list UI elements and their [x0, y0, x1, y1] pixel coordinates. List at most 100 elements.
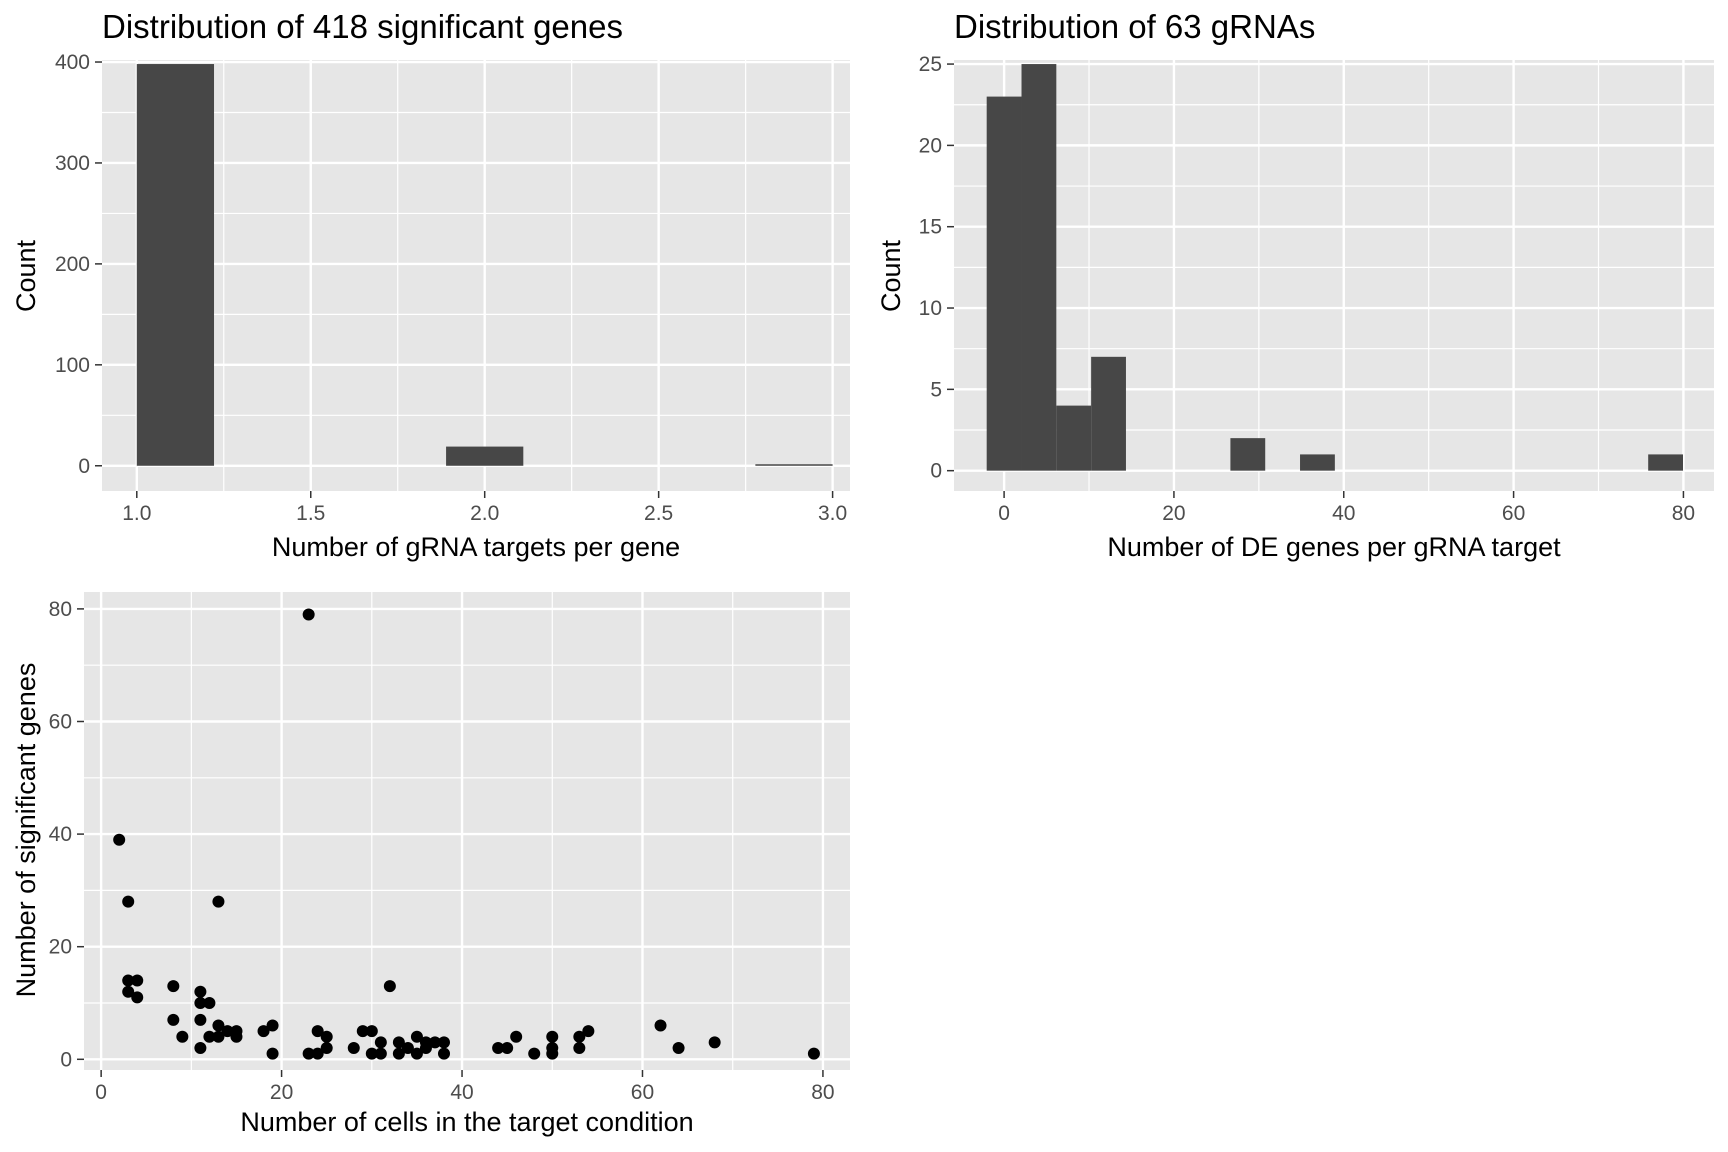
scatter-point: [365, 1025, 378, 1038]
x-tick-label: 80: [1672, 502, 1695, 525]
scatter-point: [167, 980, 180, 993]
scatter-point: [546, 1030, 559, 1043]
y-tick-label: 25: [919, 53, 942, 76]
scatter-point: [374, 1036, 387, 1049]
scatter-point: [257, 1025, 270, 1038]
chart-panel-2: Distribution of 63 gRNAs 0 20 40 60 80 0 5 10 15…: [876, 8, 1714, 562]
chart-1-x-axis-title: Number of gRNA targets per gene: [272, 532, 680, 562]
x-tick-label: 80: [811, 1081, 834, 1104]
scatter-point: [654, 1019, 667, 1032]
scatter-point: [266, 1019, 279, 1032]
scatter-point: [113, 833, 126, 846]
scatter-point: [131, 991, 144, 1004]
scatter-point: [573, 1042, 586, 1055]
scatter-point: [311, 1025, 324, 1038]
scatter-point: [437, 1047, 450, 1060]
chart-1-axis-ticks: 1.0 1.5 2.0 2.5 3.0 0 100 200 300 400: [55, 51, 847, 525]
chart-2-bars: [986, 64, 1684, 471]
y-tick-label: 100: [55, 354, 90, 377]
chart-panel-1: Distribution of 418 significant genes 1.…: [11, 8, 850, 562]
scatter-point: [383, 980, 396, 993]
chart-3-y-axis-title: Number of significant genes: [11, 663, 41, 998]
scatter-point: [176, 1030, 189, 1043]
y-tick-label: 5: [930, 378, 942, 401]
scatter-point: [708, 1036, 721, 1049]
scatter-point: [374, 1047, 387, 1060]
y-tick-label: 20: [919, 134, 942, 157]
scatter-point: [194, 997, 207, 1010]
histogram-bar: [1091, 356, 1126, 471]
histogram-bar: [446, 446, 524, 466]
scatter-point: [230, 1030, 243, 1043]
x-tick-label: 3.0: [818, 502, 847, 525]
chart-3-plot-background: [84, 592, 850, 1070]
y-tick-label: 400: [55, 51, 90, 74]
y-tick-label: 80: [49, 598, 72, 621]
scatter-point: [311, 1047, 324, 1060]
y-tick-label: 0: [78, 455, 90, 478]
histogram-bar: [136, 64, 215, 466]
chart-2-x-axis-title: Number of DE genes per gRNA target: [1107, 532, 1561, 562]
histogram-bar: [1021, 64, 1057, 471]
x-tick-label: 1.0: [122, 502, 151, 525]
scatter-point: [492, 1042, 505, 1055]
chart-3-gridlines: [84, 592, 850, 1070]
scatter-point: [122, 985, 135, 998]
scatter-point: [167, 1013, 180, 1026]
scatter-point: [582, 1025, 595, 1038]
x-tick-label: 0: [998, 502, 1010, 525]
scatter-point: [194, 985, 207, 998]
scatter-point: [122, 974, 135, 987]
scatter-point: [510, 1030, 523, 1043]
x-tick-label: 60: [631, 1081, 654, 1104]
chart-1-y-axis-title: Count: [11, 239, 41, 312]
scatter-point: [410, 1047, 423, 1060]
scatter-point: [807, 1047, 820, 1060]
y-tick-label: 300: [55, 152, 90, 175]
x-tick-label: 60: [1502, 502, 1525, 525]
scatter-point: [392, 1047, 405, 1060]
y-tick-label: 200: [55, 253, 90, 276]
chart-1-bars: [136, 64, 833, 466]
x-tick-label: 0: [95, 1081, 107, 1104]
scatter-point: [437, 1036, 450, 1049]
scatter-point: [212, 1030, 225, 1043]
histogram-bar: [1230, 438, 1266, 471]
scatter-point: [212, 1019, 225, 1032]
scatter-point: [221, 1025, 234, 1038]
chart-2-axis-ticks: 0 20 40 60 80 0 5 10 15 20 25: [919, 53, 1695, 525]
y-tick-label: 60: [49, 710, 72, 733]
scatter-point: [428, 1036, 441, 1049]
x-tick-label: 20: [270, 1081, 293, 1104]
scatter-point: [528, 1047, 541, 1060]
scatter-point: [365, 1047, 378, 1060]
scatter-point: [410, 1030, 423, 1043]
scatter-point: [212, 895, 225, 908]
scatter-point: [203, 1030, 216, 1043]
x-tick-label: 2.0: [470, 502, 499, 525]
chart-3-axis-ticks: 0 20 40 60 80 0 20 40 60 80: [49, 598, 835, 1104]
scatter-point: [320, 1042, 333, 1055]
scatter-point: [302, 1047, 315, 1060]
scatter-point: [320, 1030, 333, 1043]
x-tick-label: 1.5: [296, 502, 325, 525]
scatter-point: [203, 997, 216, 1010]
scatter-point: [419, 1042, 432, 1055]
scatter-point: [401, 1042, 414, 1055]
chart-1-title: Distribution of 418 significant genes: [102, 8, 623, 45]
chart-2-y-axis-title: Count: [876, 239, 906, 312]
x-tick-label: 20: [1162, 502, 1185, 525]
scatter-point: [194, 1013, 207, 1026]
chart-3-x-axis-title: Number of cells in the target condition: [240, 1107, 693, 1137]
histogram-bar: [755, 464, 833, 466]
x-tick-label: 40: [450, 1081, 473, 1104]
scatter-point: [302, 608, 315, 621]
scatter-point: [546, 1047, 559, 1060]
y-tick-label: 0: [60, 1048, 72, 1071]
scatter-point: [131, 974, 144, 987]
y-tick-label: 10: [919, 297, 942, 320]
x-tick-label: 40: [1332, 502, 1355, 525]
scatter-point: [392, 1036, 405, 1049]
y-tick-label: 15: [919, 216, 942, 239]
